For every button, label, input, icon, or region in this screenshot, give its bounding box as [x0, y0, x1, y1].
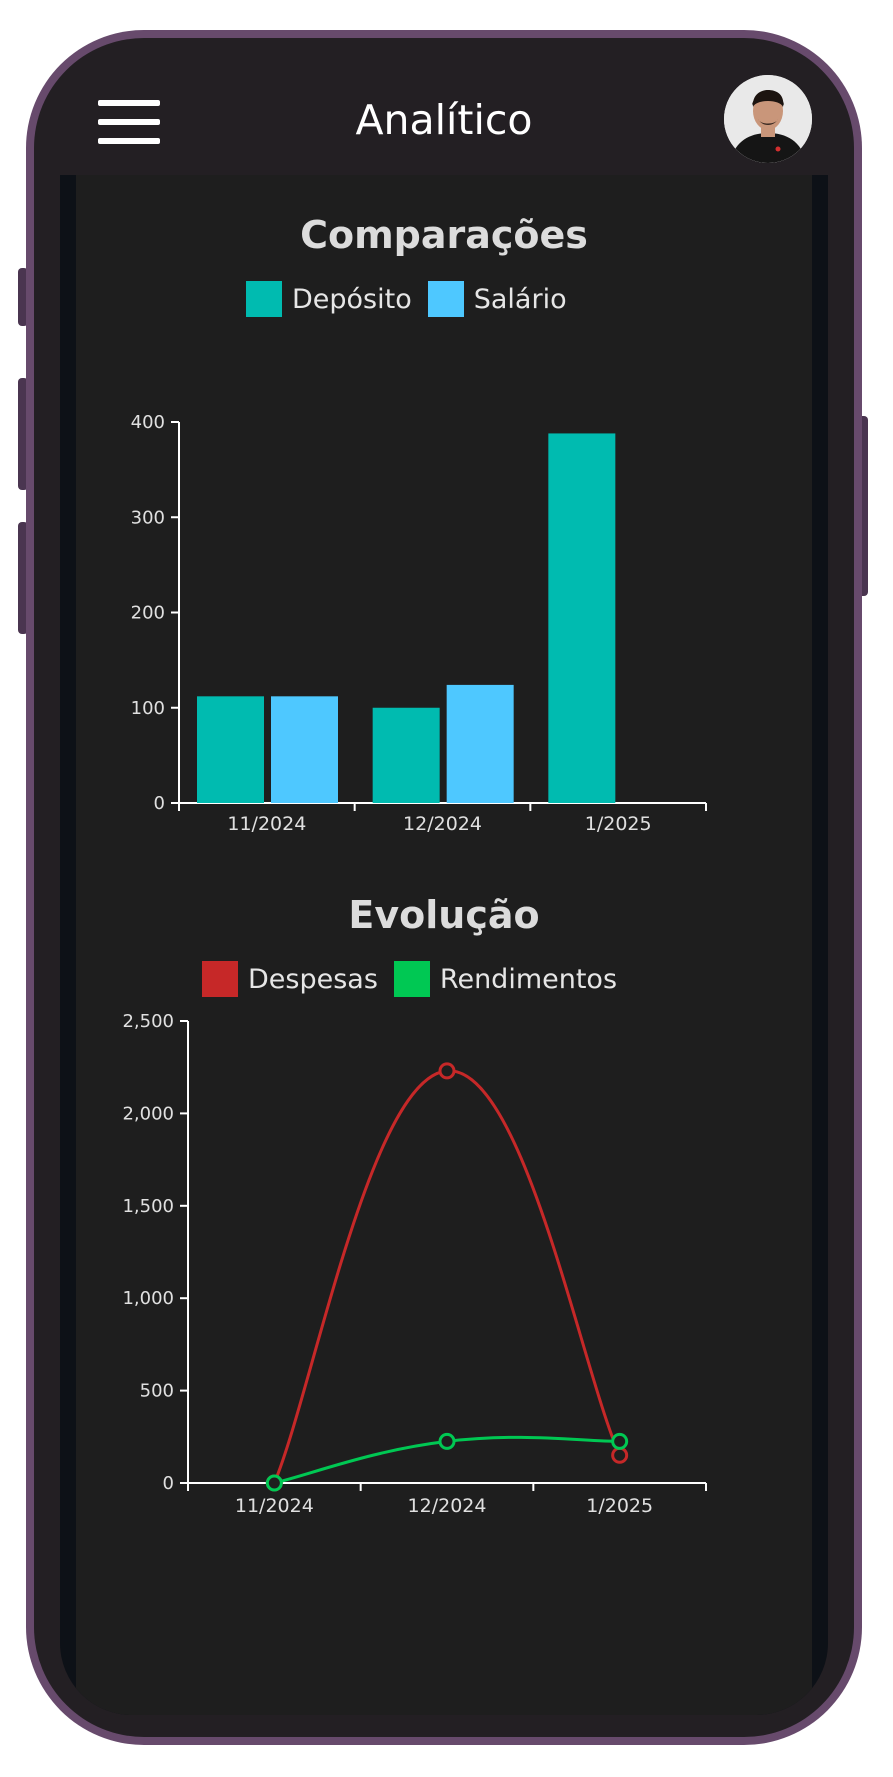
y-tick-label: 2,500: [122, 1011, 174, 1032]
y-tick-label: 500: [140, 1381, 174, 1402]
legend-item-deposito[interactable]: Depósito: [246, 281, 412, 317]
point-rendimentos-12-2024: [438, 1432, 456, 1450]
bar-salario-11-2024: [271, 696, 338, 803]
chart-title-comparacoes: Comparações: [300, 213, 588, 257]
point-despesas-12-2024: [438, 1062, 456, 1080]
x-tick-label: 12/2024: [408, 1495, 487, 1517]
x-tick-label: 11/2024: [235, 1495, 314, 1517]
legend-swatch-salario: [427, 281, 464, 317]
y-tick-label: 1,500: [122, 1196, 174, 1217]
bar-deposito-12-2024: [372, 707, 440, 803]
legend-swatch-despesas: [202, 961, 238, 997]
x-tick-label: 1/2025: [586, 1495, 653, 1517]
legend-swatch-rendimentos: [393, 961, 430, 997]
x-tick-label: 12/2024: [403, 813, 482, 835]
x-tick-label: 1/2025: [585, 813, 652, 835]
volume-up-button: [18, 378, 28, 490]
y-tick-label: 300: [131, 507, 165, 528]
legend-item-salario[interactable]: Salário: [427, 281, 567, 317]
y-tick-label: 0: [154, 793, 165, 814]
mute-switch: [18, 268, 28, 326]
bar-chart-comparacoes: 0 100 200 300 400 11/2024 12/2024 1/2025: [131, 412, 707, 835]
point-despesas-1-2025: [611, 1446, 629, 1464]
y-tick-label: 100: [131, 698, 165, 719]
legend-swatch-deposito: [246, 281, 282, 317]
y-tick-label: 200: [131, 603, 165, 624]
screen-edge: Comparações Depósito Salário 0 100 200 300 4…: [60, 175, 828, 1715]
point-rendimentos-1-2025: [611, 1432, 629, 1450]
y-tick-label: 0: [163, 1473, 174, 1494]
legend-evolucao: Despesas Rendimentos: [202, 961, 633, 997]
bar-deposito-1-2025: [548, 433, 616, 803]
legend-label-rendimentos: Rendimentos: [439, 963, 618, 995]
hamburger-menu-icon[interactable]: [98, 100, 160, 144]
chart-title-evolucao: Evolução: [348, 893, 540, 937]
bar-salario-12-2024: [446, 684, 514, 803]
volume-down-button: [18, 522, 28, 634]
y-tick-label: 2,000: [122, 1103, 174, 1124]
y-tick-label: 1,000: [122, 1288, 174, 1309]
point-rendimentos-11-2024: [265, 1474, 283, 1492]
y-tick-label: 400: [131, 412, 165, 433]
bar-deposito-11-2024: [197, 696, 264, 803]
analytics-content: Comparações Depósito Salário 0 100 200 300 4…: [76, 175, 812, 1715]
legend-comparacoes: Depósito Salário: [246, 281, 583, 317]
line-despesas: [272, 1069, 622, 1484]
user-avatar[interactable]: [724, 75, 812, 163]
page-title: Analítico: [355, 96, 533, 144]
legend-item-despesas[interactable]: Despesas: [202, 961, 378, 997]
avatar-photo: [724, 75, 812, 163]
legend-item-rendimentos[interactable]: Rendimentos: [393, 961, 618, 997]
line-chart-evolucao: 0 500 1,000 1,500 2,000 2,500 11/2024 12/2024 1/…: [122, 1011, 707, 1517]
legend-label-salario: Salário: [473, 283, 567, 315]
power-button: [858, 416, 868, 596]
phone-frame: Analítico Comparações Depósi: [26, 30, 862, 1745]
phone-body: Analítico Comparações Depósi: [34, 38, 854, 1737]
legend-label-despesas: Despesas: [248, 963, 378, 995]
x-tick-label: 11/2024: [227, 813, 306, 835]
legend-label-deposito: Depósito: [292, 283, 412, 315]
